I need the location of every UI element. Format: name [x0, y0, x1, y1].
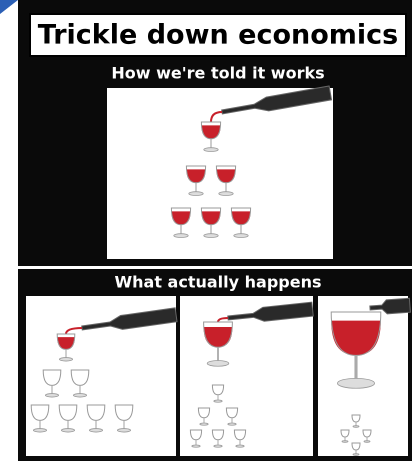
glass-base [33, 429, 46, 433]
page: Trickle down economics How we're told it… [0, 0, 420, 461]
glass-base [364, 441, 370, 443]
glass-base [207, 361, 229, 367]
bottom-caption: What actually happens [115, 273, 322, 292]
glass-base [204, 148, 218, 152]
glass-base [61, 429, 74, 433]
corner [0, 0, 18, 14]
glass-base [117, 429, 130, 433]
glass-base [219, 192, 233, 196]
glass-base [89, 429, 102, 433]
glass-base [214, 445, 222, 447]
glass-base [342, 441, 348, 443]
glass-base [214, 400, 222, 402]
glass-base [192, 445, 200, 447]
glass-base [59, 358, 72, 362]
glass-base [353, 426, 359, 428]
glass-base [73, 394, 86, 398]
panel-2 [180, 296, 313, 456]
glass-base [204, 234, 218, 238]
glass-base [228, 423, 236, 425]
glass-base [45, 394, 58, 398]
glass-base [337, 378, 374, 388]
meme: Trickle down economics How we're told it… [0, 0, 420, 461]
glass-base [353, 454, 359, 456]
glass-base [189, 192, 203, 196]
glass-base [200, 423, 208, 425]
title: Trickle down economics [38, 20, 399, 51]
glass-base [236, 445, 244, 447]
glass-base [174, 234, 188, 238]
divider [18, 266, 412, 269]
glass-base [234, 234, 248, 238]
top-caption: How we're told it works [111, 64, 324, 83]
